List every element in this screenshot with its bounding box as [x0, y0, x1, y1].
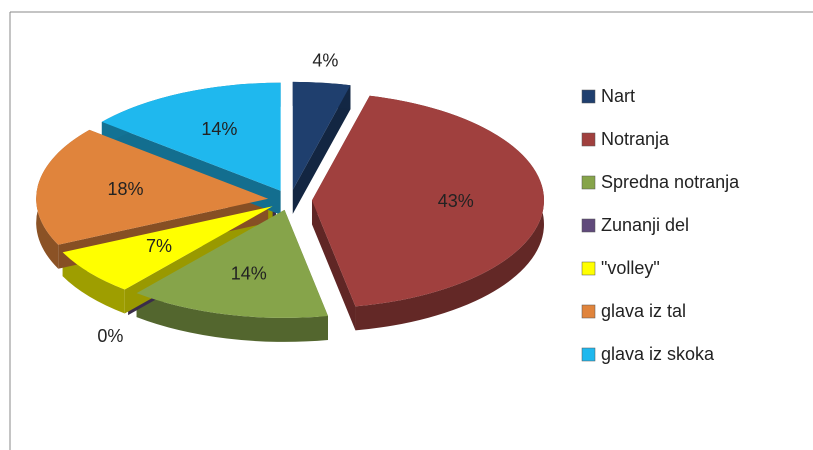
slice: [311, 95, 544, 307]
slice: [136, 209, 329, 318]
pie: 4% 43% 14% 0% 7% 18% 14%: [36, 51, 544, 346]
slice-side: [62, 252, 125, 314]
legend-swatch: [581, 347, 596, 362]
data-label: 18%: [107, 179, 143, 199]
slice-side: [136, 293, 329, 342]
data-label: 0%: [97, 326, 123, 346]
legend: Nart Notranja Spredna notranja Zunanji del "…: [581, 86, 740, 364]
legend-swatch: [581, 304, 596, 319]
legend-label: Nart: [601, 86, 635, 106]
legend-label: Zunanji del: [601, 215, 689, 235]
data-label: 7%: [146, 236, 172, 256]
data-label: 43%: [438, 191, 474, 211]
legend-label: Spredna notranja: [601, 172, 740, 192]
data-label: 14%: [231, 264, 267, 284]
slice-wall: [292, 81, 351, 214]
slice: [101, 82, 281, 191]
legend-swatch: [581, 132, 596, 147]
legend-swatch: [581, 175, 596, 190]
legend-label: Notranja: [601, 129, 670, 149]
legend-swatch: [581, 261, 596, 276]
slice: [292, 81, 351, 190]
legend-label: glava iz skoka: [601, 344, 715, 364]
data-label: 4%: [312, 51, 338, 71]
legend-label: glava iz tal: [601, 301, 686, 321]
legend-label: "volley": [601, 258, 660, 278]
legend-swatch: [581, 89, 596, 104]
slice: [128, 207, 276, 292]
slice: [62, 206, 273, 290]
data-label: 14%: [201, 119, 237, 139]
slice: [36, 129, 269, 245]
slice-wall: [101, 82, 281, 215]
legend-swatch: [581, 218, 596, 233]
